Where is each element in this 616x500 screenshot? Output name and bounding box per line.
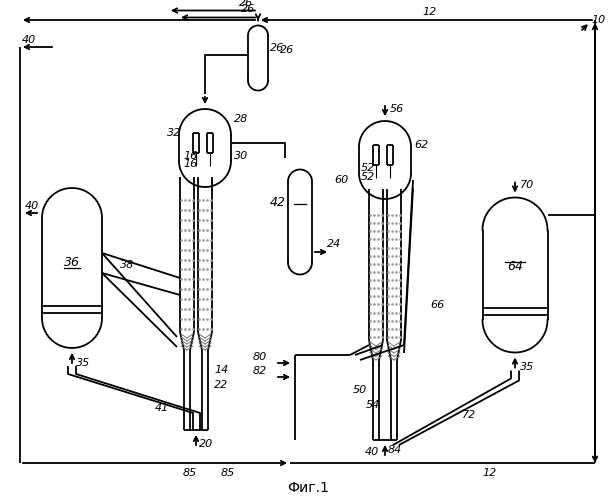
Text: 54: 54 [366, 400, 380, 410]
Text: 64: 64 [507, 260, 523, 274]
Text: 16: 16 [183, 159, 197, 169]
Text: 85: 85 [183, 468, 197, 478]
Text: 60: 60 [334, 175, 348, 185]
Text: 20: 20 [199, 439, 213, 449]
Text: 16: 16 [183, 151, 197, 161]
Text: 35: 35 [76, 358, 91, 368]
Text: 32: 32 [167, 128, 181, 138]
Text: 85: 85 [221, 468, 235, 478]
Text: 42: 42 [270, 196, 286, 208]
Text: 26: 26 [239, 0, 253, 8]
Text: 26: 26 [280, 45, 294, 55]
Text: 12: 12 [483, 468, 497, 478]
Text: 52: 52 [361, 172, 375, 182]
Text: 22: 22 [214, 380, 229, 390]
Text: 40: 40 [365, 447, 379, 457]
Text: 28: 28 [234, 114, 248, 124]
Text: 56: 56 [390, 104, 404, 114]
Text: 24: 24 [327, 239, 341, 249]
Text: 70: 70 [520, 180, 534, 190]
Text: 80: 80 [253, 352, 267, 362]
Text: 50: 50 [353, 385, 367, 395]
Text: 26: 26 [241, 4, 255, 15]
Text: 52: 52 [361, 163, 375, 173]
Text: 84: 84 [388, 445, 402, 455]
Text: Фиг.1: Фиг.1 [287, 481, 329, 495]
Text: 14: 14 [214, 365, 229, 375]
Text: 40: 40 [22, 35, 36, 45]
Text: 41: 41 [155, 403, 169, 413]
Text: 36: 36 [64, 256, 80, 270]
Text: 38: 38 [120, 260, 134, 270]
Text: 35: 35 [520, 362, 534, 372]
Text: 62: 62 [414, 140, 428, 150]
Text: 82: 82 [253, 366, 267, 376]
Text: 66: 66 [430, 300, 444, 310]
Text: 12: 12 [423, 7, 437, 17]
Text: 26: 26 [270, 43, 284, 53]
Text: 10: 10 [591, 15, 606, 25]
Text: 72: 72 [462, 410, 476, 420]
Text: 40: 40 [25, 201, 39, 211]
Text: 30: 30 [234, 151, 248, 161]
